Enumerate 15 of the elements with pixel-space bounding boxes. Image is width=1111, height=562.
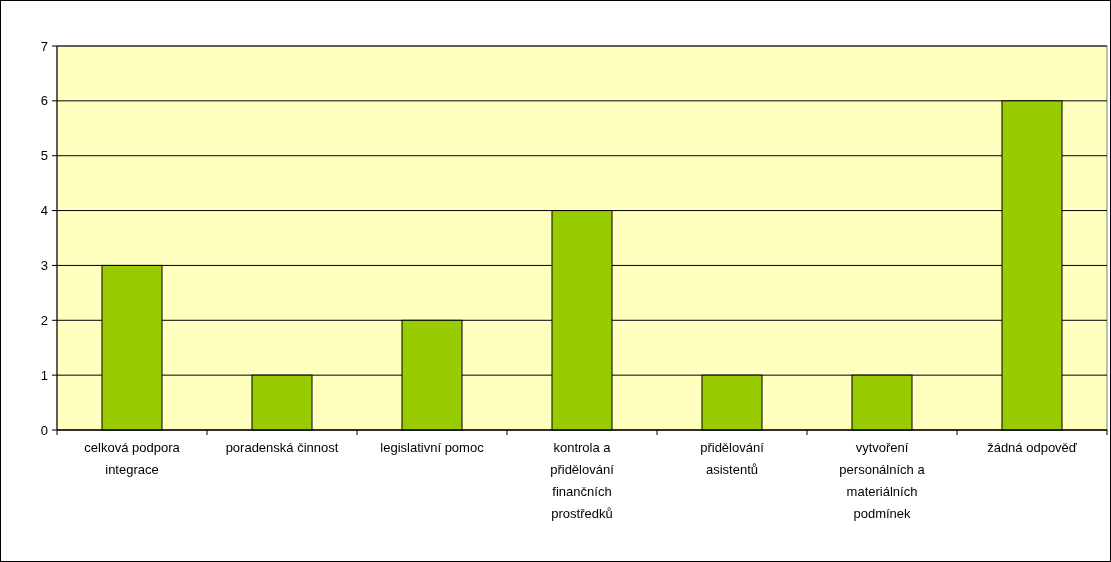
x-tick-label: vytvoření personálních a materiálních podmínek bbox=[839, 440, 926, 521]
y-tick-label: 3 bbox=[40, 257, 48, 273]
y-tick-label: 2 bbox=[40, 312, 48, 328]
x-tick-label: přidělování asistentů bbox=[700, 440, 765, 477]
y-tick-label: 4 bbox=[40, 203, 48, 219]
y-tick-label: 7 bbox=[40, 38, 48, 54]
x-tick-label: celková podpora integrace bbox=[84, 440, 181, 477]
x-tick-label: legislativní pomoc bbox=[380, 440, 485, 455]
y-tick-label: 6 bbox=[40, 93, 48, 109]
x-tick-label: poradenská činnost bbox=[225, 440, 339, 455]
x-tick-label: žádná odpověď bbox=[987, 440, 1078, 455]
y-tick-label: 5 bbox=[40, 148, 48, 164]
y-tick-label: 1 bbox=[40, 367, 48, 383]
x-tick-label: kontrola a přidělování finančních prostředků bbox=[550, 440, 615, 521]
y-tick-label: 0 bbox=[40, 422, 48, 438]
